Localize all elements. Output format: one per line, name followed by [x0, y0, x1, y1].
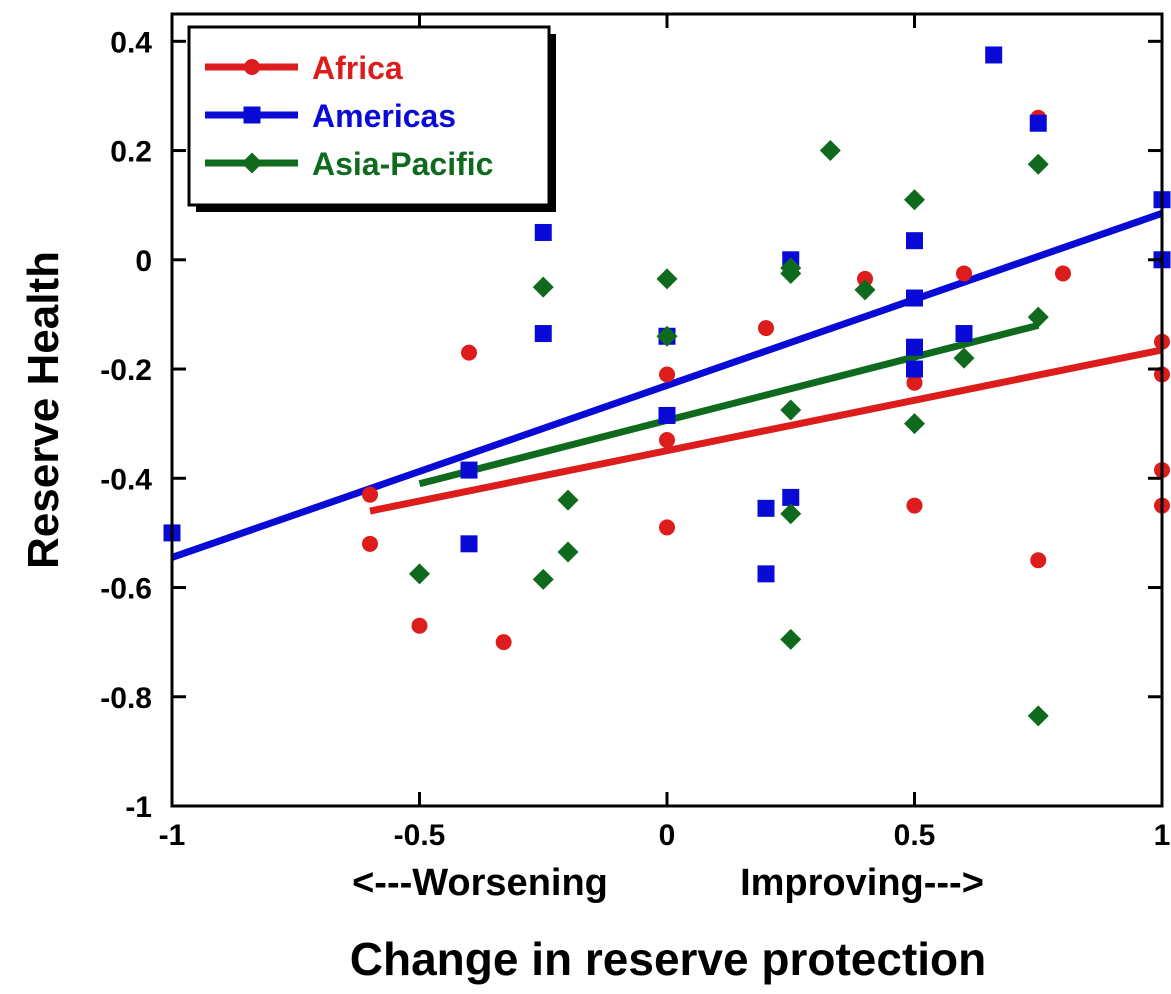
x-tick-label: 0	[659, 819, 676, 852]
point-africa	[411, 617, 428, 634]
point-americas	[906, 232, 923, 250]
point-africa	[906, 497, 923, 514]
point-americas	[460, 535, 478, 553]
y-tick-label: -0.2	[100, 354, 152, 387]
y-tick-label: -0.4	[100, 463, 152, 496]
point-asia-pacific	[557, 541, 579, 563]
point-asia-pacific	[532, 568, 554, 590]
point-americas	[955, 325, 973, 343]
x-tick-label: -0.5	[394, 819, 446, 852]
y-tick-label: 0.2	[110, 136, 152, 169]
point-asia-pacific	[532, 276, 554, 298]
point-asia-pacific	[780, 399, 802, 421]
point-africa	[906, 374, 923, 391]
point-americas	[985, 46, 1003, 64]
point-africa	[758, 320, 774, 337]
point-asia-pacific	[780, 628, 802, 650]
point-americas	[1029, 114, 1047, 132]
point-americas	[757, 499, 775, 517]
trend-lines	[170, 210, 1164, 561]
legend-label-africa: Africa	[312, 50, 403, 86]
x-tick-label: -1	[159, 819, 186, 852]
point-asia-pacific	[1027, 153, 1049, 175]
point-americas	[534, 223, 552, 241]
point-asia-pacific	[904, 189, 925, 211]
x-tick-label: 0.5	[894, 819, 936, 852]
point-africa	[362, 486, 378, 503]
point-africa	[1055, 265, 1071, 282]
point-americas	[757, 565, 775, 583]
point-asia-pacific	[780, 503, 802, 525]
point-americas	[658, 406, 676, 424]
y-axis-title: Reserve Health	[19, 251, 68, 569]
y-tick-label: -0.6	[100, 573, 152, 606]
point-asia-pacific	[953, 347, 975, 369]
x-tick-label: 1	[1154, 819, 1171, 852]
point-americas	[906, 360, 923, 378]
point-africa	[857, 270, 873, 287]
point-asia-pacific	[854, 279, 876, 301]
legend-label-asia-pacific: Asia-Pacific	[312, 146, 493, 182]
point-africa	[362, 535, 378, 552]
legend-marker-africa	[244, 59, 260, 75]
point-americas	[460, 461, 478, 479]
point-asia-pacific	[409, 563, 430, 585]
y-tick-label: 0	[135, 245, 152, 278]
trend-line-asia-pacific	[418, 321, 1040, 488]
point-asia-pacific	[904, 413, 925, 435]
point-americas	[534, 325, 552, 343]
point-africa	[659, 366, 675, 383]
legend-marker-asia-pacific	[241, 152, 263, 174]
point-asia-pacific	[656, 325, 678, 347]
trend-line-americas	[170, 210, 1164, 561]
point-africa	[956, 265, 972, 282]
point-asia-pacific	[1027, 705, 1049, 727]
point-africa	[659, 432, 675, 449]
x-axis-subtitle-worsening: <---Worsening	[352, 862, 608, 904]
point-asia-pacific	[557, 489, 579, 511]
x-axis-subtitle-improving: Improving--->	[740, 862, 984, 904]
point-americas	[906, 289, 923, 307]
point-africa	[659, 519, 675, 536]
y-tick-label: -0.8	[100, 682, 152, 715]
point-asia-pacific	[819, 140, 841, 162]
trend-line-africa	[369, 346, 1163, 515]
point-asia-pacific	[780, 262, 802, 284]
point-africa	[495, 634, 512, 651]
x-axis-title: Change in reserve protection	[350, 933, 987, 985]
point-americas	[906, 338, 923, 356]
point-asia-pacific	[1027, 306, 1049, 328]
legend-marker-americas	[243, 106, 261, 124]
point-americas	[782, 488, 800, 506]
data-points	[163, 46, 1171, 727]
axes: -1 -0.5 0 0.5 1 0.4 0.2 0 -0.2 -0.4 -0.6 -0.8 -1	[100, 12, 1171, 852]
legend-label-americas: Americas	[312, 98, 456, 134]
y-tick-label: 0.4	[110, 26, 152, 59]
point-asia-pacific	[656, 268, 678, 290]
legend: Africa Americas Asia-Pacific	[187, 25, 556, 212]
point-africa	[461, 344, 477, 361]
y-tick-label: -1	[125, 791, 152, 824]
point-africa	[1030, 552, 1047, 569]
